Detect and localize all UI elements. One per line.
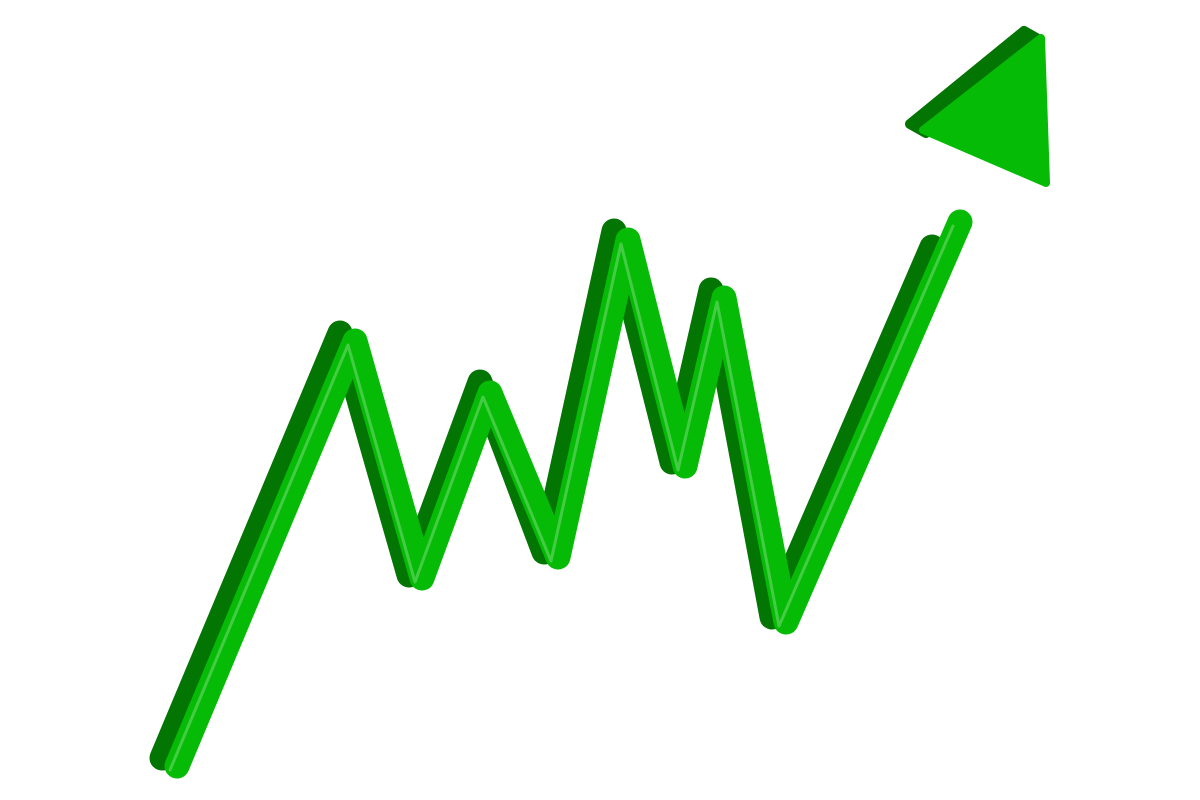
trend-line-front-face <box>164 209 973 779</box>
arrow-head-front-face <box>919 34 1050 187</box>
trend-line-highlight <box>168 224 955 772</box>
